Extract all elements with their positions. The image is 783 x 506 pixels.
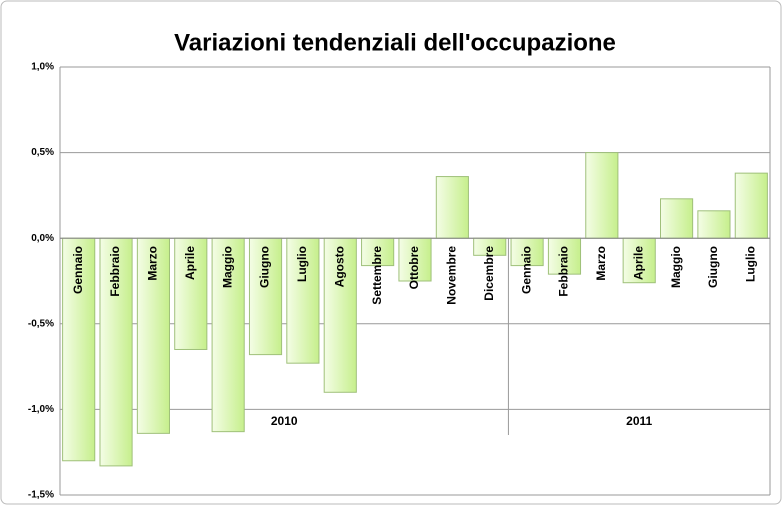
y-tick-label: 1,0% — [31, 62, 54, 73]
bar — [510, 237, 544, 267]
group-label: 2010 — [271, 414, 298, 428]
bar — [435, 176, 469, 239]
x-tick-label: Gennaio — [71, 246, 85, 294]
x-tick-label: Maggio — [669, 246, 683, 288]
x-tick-label: Dicembre — [482, 246, 496, 301]
bar — [547, 237, 582, 275]
x-tick-label: Settembre — [370, 246, 384, 305]
x-tick-label: Marzo — [594, 246, 608, 281]
bar — [697, 210, 731, 239]
x-tick-label: Agosto — [332, 246, 346, 287]
x-tick-label: Luglio — [295, 246, 309, 282]
x-tick-label: Giugno — [706, 246, 720, 288]
y-tick-label: 0,0% — [31, 233, 54, 244]
x-tick-label: Novembre — [445, 246, 459, 305]
bar — [622, 237, 656, 284]
bar — [398, 237, 432, 282]
bar — [734, 172, 768, 239]
y-tick-label: -0,5% — [28, 318, 54, 329]
bar — [99, 237, 133, 467]
bar — [62, 237, 96, 462]
chart-title: Variazioni tendenziali dell'occupazione — [174, 29, 616, 56]
x-tick-label: Giugno — [258, 246, 272, 288]
x-tick-label: Aprile — [631, 246, 645, 280]
y-tick-label: -1,5% — [28, 490, 54, 501]
bar — [211, 237, 245, 433]
x-tick-label: Maggio — [220, 246, 234, 288]
x-tick-label: Febbraio — [108, 246, 122, 297]
bar — [136, 237, 170, 434]
y-tick-label: 0,5% — [31, 147, 54, 158]
x-tick-label: Ottobre — [407, 246, 421, 290]
x-tick-label: Gennaio — [519, 246, 533, 294]
group-label: 2011 — [626, 414, 652, 428]
x-tick-label: Aprile — [183, 246, 197, 280]
x-tick-label: Luglio — [743, 246, 757, 282]
y-tick-label: -1,0% — [28, 404, 54, 415]
bar — [174, 237, 208, 350]
x-tick-label: Marzo — [146, 246, 160, 281]
bar — [660, 198, 694, 239]
bar — [585, 152, 619, 239]
x-tick-label: Febbraio — [557, 246, 571, 297]
